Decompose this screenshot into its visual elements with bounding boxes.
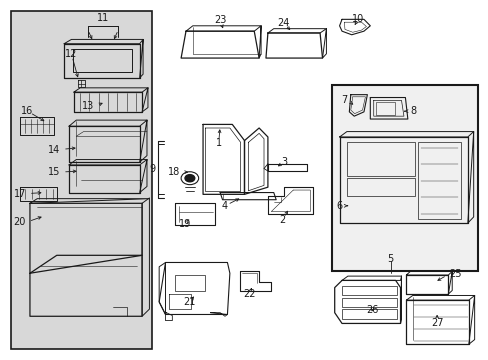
Text: 16: 16 (21, 106, 34, 116)
Bar (11, 12, 152, 348)
Bar (331, 85, 477, 271)
Text: 14: 14 (48, 144, 60, 154)
Text: 24: 24 (277, 18, 289, 28)
Text: 3: 3 (281, 157, 287, 167)
Text: 22: 22 (243, 289, 255, 299)
Text: 9: 9 (149, 163, 156, 174)
Text: 15: 15 (48, 167, 60, 177)
Text: 20: 20 (14, 217, 26, 227)
Text: 10: 10 (351, 14, 364, 24)
Text: 17: 17 (14, 189, 26, 199)
Bar (417, 142, 461, 220)
Text: 25: 25 (448, 269, 461, 279)
Bar (341, 298, 396, 307)
Text: 13: 13 (82, 102, 94, 112)
Circle shape (184, 175, 194, 182)
Text: 26: 26 (366, 305, 378, 315)
Text: 11: 11 (97, 13, 109, 23)
Bar (346, 178, 414, 196)
Text: 27: 27 (430, 318, 443, 328)
Text: 2: 2 (279, 215, 285, 225)
Text: 6: 6 (335, 201, 341, 211)
Text: 23: 23 (213, 15, 226, 26)
Text: 8: 8 (409, 106, 416, 116)
Bar (341, 286, 396, 296)
Text: 4: 4 (222, 201, 227, 211)
Bar (375, 102, 394, 115)
Text: 21: 21 (183, 297, 196, 307)
Text: 18: 18 (167, 167, 180, 177)
Bar (346, 142, 414, 176)
Text: 19: 19 (179, 219, 191, 229)
Text: 1: 1 (215, 139, 221, 148)
Bar (175, 275, 205, 291)
Text: 7: 7 (341, 95, 347, 105)
Text: 12: 12 (65, 49, 78, 59)
Text: 5: 5 (387, 254, 393, 264)
Bar (341, 309, 396, 319)
